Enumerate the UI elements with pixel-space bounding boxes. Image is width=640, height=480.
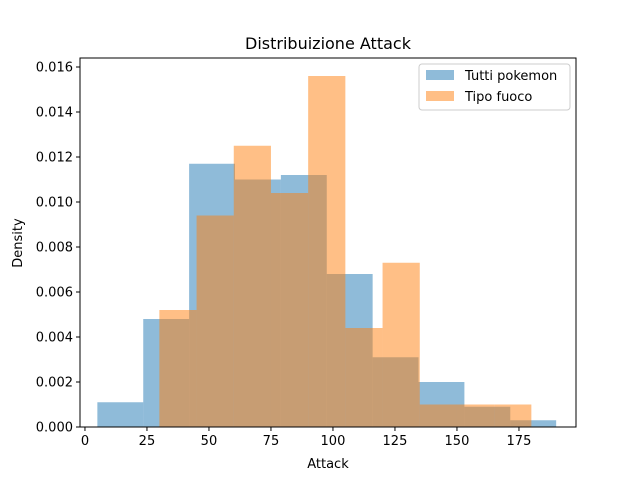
bar-series1-bin7 <box>419 404 457 427</box>
x-tick-label: 25 <box>139 434 156 449</box>
x-tick-label: 150 <box>445 434 470 449</box>
legend-label: Tutti pokemon <box>464 69 557 84</box>
y-tick-label: 0.006 <box>36 286 73 301</box>
bar-series1-bin6 <box>382 262 420 427</box>
x-tick-label: 100 <box>321 434 346 449</box>
bar-series1-bin2 <box>233 145 271 427</box>
bar-series1-bin1 <box>196 215 234 427</box>
legend-swatch <box>426 91 454 101</box>
y-tick-label: 0.014 <box>36 106 73 121</box>
x-tick-label: 125 <box>383 434 408 449</box>
x-tick-label: 0 <box>81 434 89 449</box>
legend-label: Tipo fuoco <box>464 90 532 105</box>
y-axis-label: Density <box>11 218 26 268</box>
x-tick-label: 175 <box>507 434 532 449</box>
y-tick-label: 0.012 <box>36 151 73 166</box>
y-axis: 0.000 0.002 0.004 0.006 0.008 0.010 0.012 0.014… <box>36 61 80 436</box>
bar-series0-bin0 <box>97 402 144 427</box>
y-tick-label: 0.016 <box>36 61 73 76</box>
y-tick-label: 0.002 <box>36 376 73 391</box>
y-tick-label: 0.008 <box>36 241 73 256</box>
y-tick-label: 0.004 <box>36 331 73 346</box>
bar-series0-bin9 <box>510 420 557 427</box>
bar-series1-bin9 <box>494 404 532 427</box>
bars-layer <box>97 76 557 427</box>
bar-series1-bin0 <box>159 310 197 427</box>
x-axis-label: Attack <box>307 457 349 472</box>
x-tick-label: 50 <box>201 434 218 449</box>
legend-swatch <box>426 70 454 80</box>
bar-series1-bin3 <box>270 193 309 427</box>
bar-series1-bin4 <box>308 76 346 427</box>
bar-series1-bin8 <box>456 404 495 427</box>
bar-series1-bin5 <box>345 328 383 427</box>
x-axis: 0 25 50 75 100 125 150 175 <box>81 427 532 449</box>
legend: Tutti pokemon Tipo fuoco <box>418 63 571 111</box>
y-tick-label: 0.000 <box>36 421 73 436</box>
x-tick-label: 75 <box>263 434 280 449</box>
plot-frame <box>79 57 577 428</box>
legend-box <box>418 63 571 111</box>
y-tick-label: 0.010 <box>36 196 73 211</box>
chart-title: Distribuizione Attack <box>245 34 412 53</box>
